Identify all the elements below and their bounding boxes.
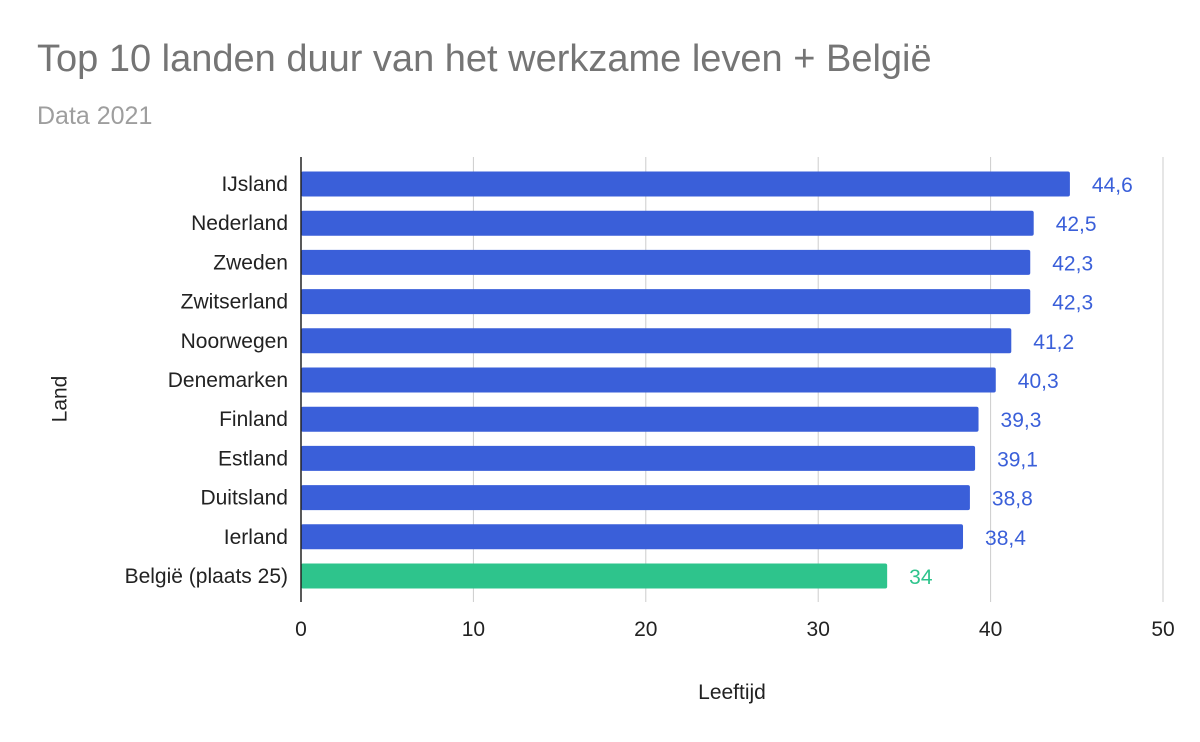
x-tick-label: 20 <box>634 618 657 641</box>
value-label: 44,6 <box>1092 174 1133 197</box>
bar <box>301 485 970 511</box>
x-tick-label: 10 <box>462 618 485 641</box>
value-label: 40,3 <box>1018 370 1059 393</box>
bar <box>301 249 1031 275</box>
category-label: Denemarken <box>168 369 288 392</box>
x-tick-label: 50 <box>1151 618 1174 641</box>
value-label: 39,1 <box>997 448 1038 471</box>
bar <box>301 210 1034 236</box>
x-tick-label: 0 <box>295 618 307 641</box>
bar <box>301 445 976 471</box>
bars <box>301 171 1070 589</box>
value-label: 38,4 <box>985 527 1026 550</box>
x-tick-labels: 0 10 20 30 40 50 <box>295 618 1175 641</box>
bar <box>301 171 1070 197</box>
value-label: 42,3 <box>1052 292 1093 315</box>
bar <box>301 289 1031 315</box>
category-label: Nederland <box>191 212 288 235</box>
value-labels: 44,6 42,5 42,3 42,3 41,2 40,3 39,3 39,1 38,8 38,4… <box>909 174 1133 589</box>
value-label: 34 <box>909 566 933 589</box>
category-label: Zweden <box>213 251 288 274</box>
bar <box>301 406 979 432</box>
x-tick-label: 30 <box>807 618 830 641</box>
x-axis-title: Leeftijd <box>698 681 766 704</box>
category-labels: IJsland Nederland Zweden Zwitserland Noorweg… <box>125 173 288 588</box>
bar <box>301 563 888 589</box>
category-label: Ierland <box>224 526 288 549</box>
category-label: België (plaats 25) <box>125 565 288 588</box>
value-label: 42,5 <box>1056 213 1097 236</box>
bar <box>301 367 996 393</box>
category-label: Zwitserland <box>181 291 288 314</box>
bar <box>301 328 1012 354</box>
category-label: Noorwegen <box>181 330 288 353</box>
y-axis-title: Land <box>48 376 71 423</box>
chart-subtitle: Data 2021 <box>37 102 153 130</box>
value-label: 38,8 <box>992 488 1033 511</box>
value-label: 39,3 <box>1001 409 1042 432</box>
category-label: Finland <box>219 408 288 431</box>
category-label: Duitsland <box>200 487 288 510</box>
chart-title: Top 10 landen duur van het werkzame leve… <box>37 38 932 80</box>
category-label: Estland <box>218 447 288 470</box>
category-label: IJsland <box>221 173 288 196</box>
x-tick-label: 40 <box>979 618 1002 641</box>
value-label: 41,2 <box>1033 331 1074 354</box>
bar <box>301 524 964 550</box>
value-label: 42,3 <box>1052 252 1093 275</box>
